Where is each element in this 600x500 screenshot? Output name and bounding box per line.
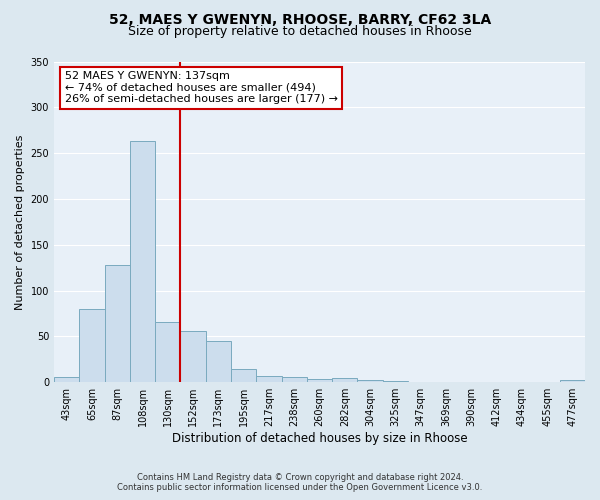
Bar — [332, 378, 358, 382]
Text: 52 MAES Y GWENYN: 137sqm
← 74% of detached houses are smaller (494)
26% of semi-: 52 MAES Y GWENYN: 137sqm ← 74% of detach… — [65, 71, 338, 104]
Text: Size of property relative to detached houses in Rhoose: Size of property relative to detached ho… — [128, 25, 472, 38]
Bar — [130, 141, 155, 382]
Bar — [560, 380, 585, 382]
Text: Contains HM Land Registry data © Crown copyright and database right 2024.
Contai: Contains HM Land Registry data © Crown c… — [118, 473, 482, 492]
Bar — [54, 376, 79, 382]
X-axis label: Distribution of detached houses by size in Rhoose: Distribution of detached houses by size … — [172, 432, 467, 445]
Bar — [79, 309, 104, 382]
Bar — [307, 378, 332, 382]
Bar — [358, 380, 383, 382]
Bar — [281, 376, 307, 382]
Bar — [181, 331, 206, 382]
Text: 52, MAES Y GWENYN, RHOOSE, BARRY, CF62 3LA: 52, MAES Y GWENYN, RHOOSE, BARRY, CF62 3… — [109, 12, 491, 26]
Bar — [104, 265, 130, 382]
Bar — [231, 370, 256, 382]
Y-axis label: Number of detached properties: Number of detached properties — [15, 134, 25, 310]
Bar — [256, 376, 281, 382]
Bar — [206, 341, 231, 382]
Bar — [155, 322, 181, 382]
